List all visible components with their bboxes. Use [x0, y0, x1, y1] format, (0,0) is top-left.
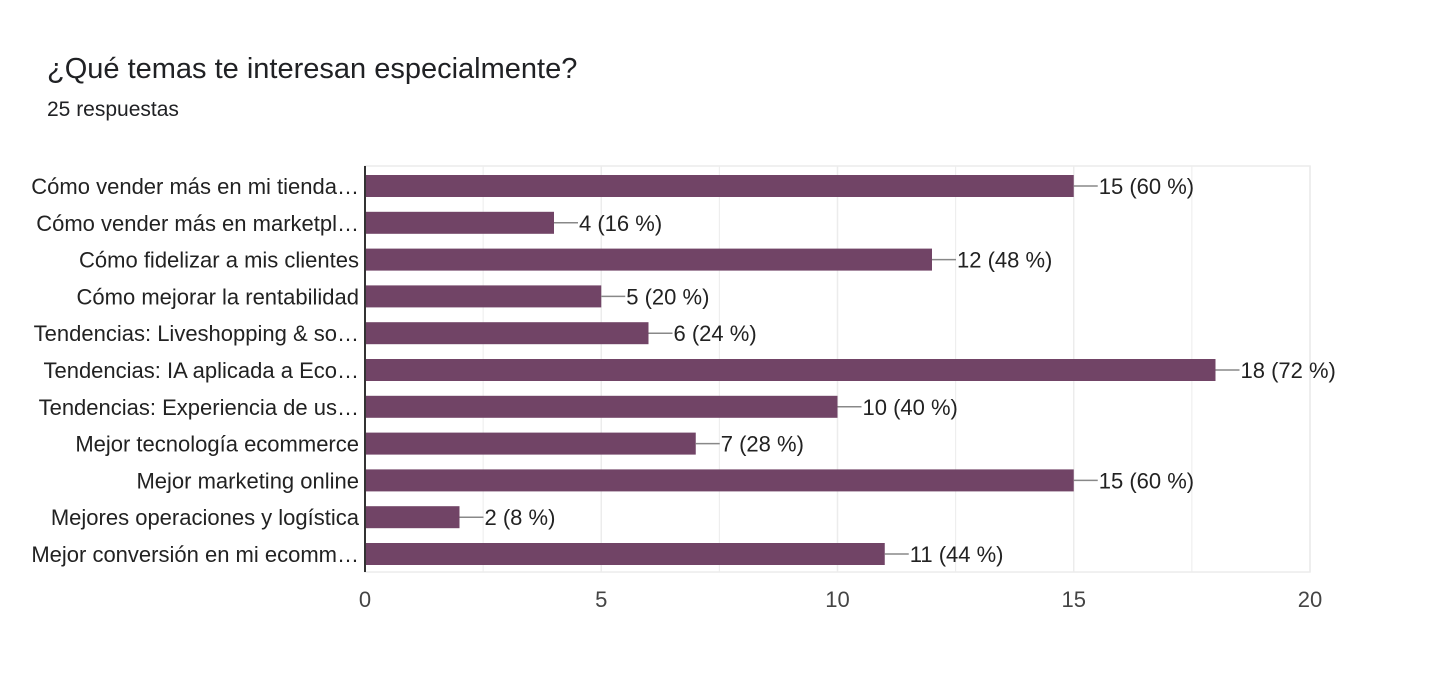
category-label: Tendencias: Liveshopping & so… — [34, 321, 359, 346]
bar — [365, 359, 1216, 381]
data-label: 11 (44 %) — [910, 542, 1004, 567]
bar — [365, 432, 696, 455]
bar — [365, 248, 932, 271]
bar — [365, 543, 885, 565]
bar — [365, 395, 838, 418]
category-label: Tendencias: IA aplicada a Eco… — [43, 358, 359, 383]
data-label: 5 (20 %) — [626, 284, 709, 309]
data-label: 10 (40 %) — [863, 395, 958, 420]
data-label: 18 (72 %) — [1241, 358, 1336, 383]
axes: 0 5 10 15 20 — [359, 166, 1322, 612]
category-label: Mejores operaciones y logística — [51, 505, 360, 530]
category-label: Cómo mejorar la rentabilidad — [77, 284, 359, 309]
bar — [365, 175, 1074, 197]
x-tick-label: 0 — [359, 587, 371, 612]
data-label: 6 (24 %) — [674, 321, 757, 346]
response-count: 25 respuestas — [47, 98, 179, 121]
category-label: Mejor tecnología ecommerce — [75, 432, 359, 457]
category-label: Tendencias: Experiencia de us… — [39, 395, 359, 420]
bar — [365, 322, 649, 345]
chart-title: ¿Qué temas te interesan especialmente? — [47, 53, 578, 85]
bar — [365, 506, 460, 529]
x-tick-label: 10 — [825, 587, 849, 612]
bar — [365, 469, 1074, 492]
chart-header: ¿Qué temas te interesan especialmente? 2… — [47, 50, 577, 124]
data-label: 15 (60 %) — [1099, 174, 1194, 199]
bars — [365, 175, 1216, 565]
category-label: Mejor marketing online — [136, 468, 359, 493]
bar — [365, 211, 554, 234]
x-tick-label: 5 — [595, 587, 607, 612]
data-label: 12 (48 %) — [957, 248, 1052, 273]
data-label: 15 (60 %) — [1099, 468, 1194, 493]
bar — [365, 285, 602, 308]
category-label: Cómo vender más en mi tienda… — [31, 174, 359, 199]
x-tick-label: 15 — [1062, 587, 1086, 612]
data-label: 2 (8 %) — [485, 505, 556, 530]
x-tick-label: 20 — [1298, 587, 1322, 612]
data-label: 7 (28 %) — [721, 432, 804, 457]
category-label: Cómo fidelizar a mis clientes — [79, 248, 359, 273]
labels: 15 (60 %) Cómo vender más en mi tienda… 4 … — [31, 174, 1336, 567]
category-label: Cómo vender más en marketpl… — [36, 211, 359, 236]
category-label: Mejor conversión en mi ecomm… — [31, 542, 359, 567]
data-label: 4 (16 %) — [579, 211, 662, 236]
